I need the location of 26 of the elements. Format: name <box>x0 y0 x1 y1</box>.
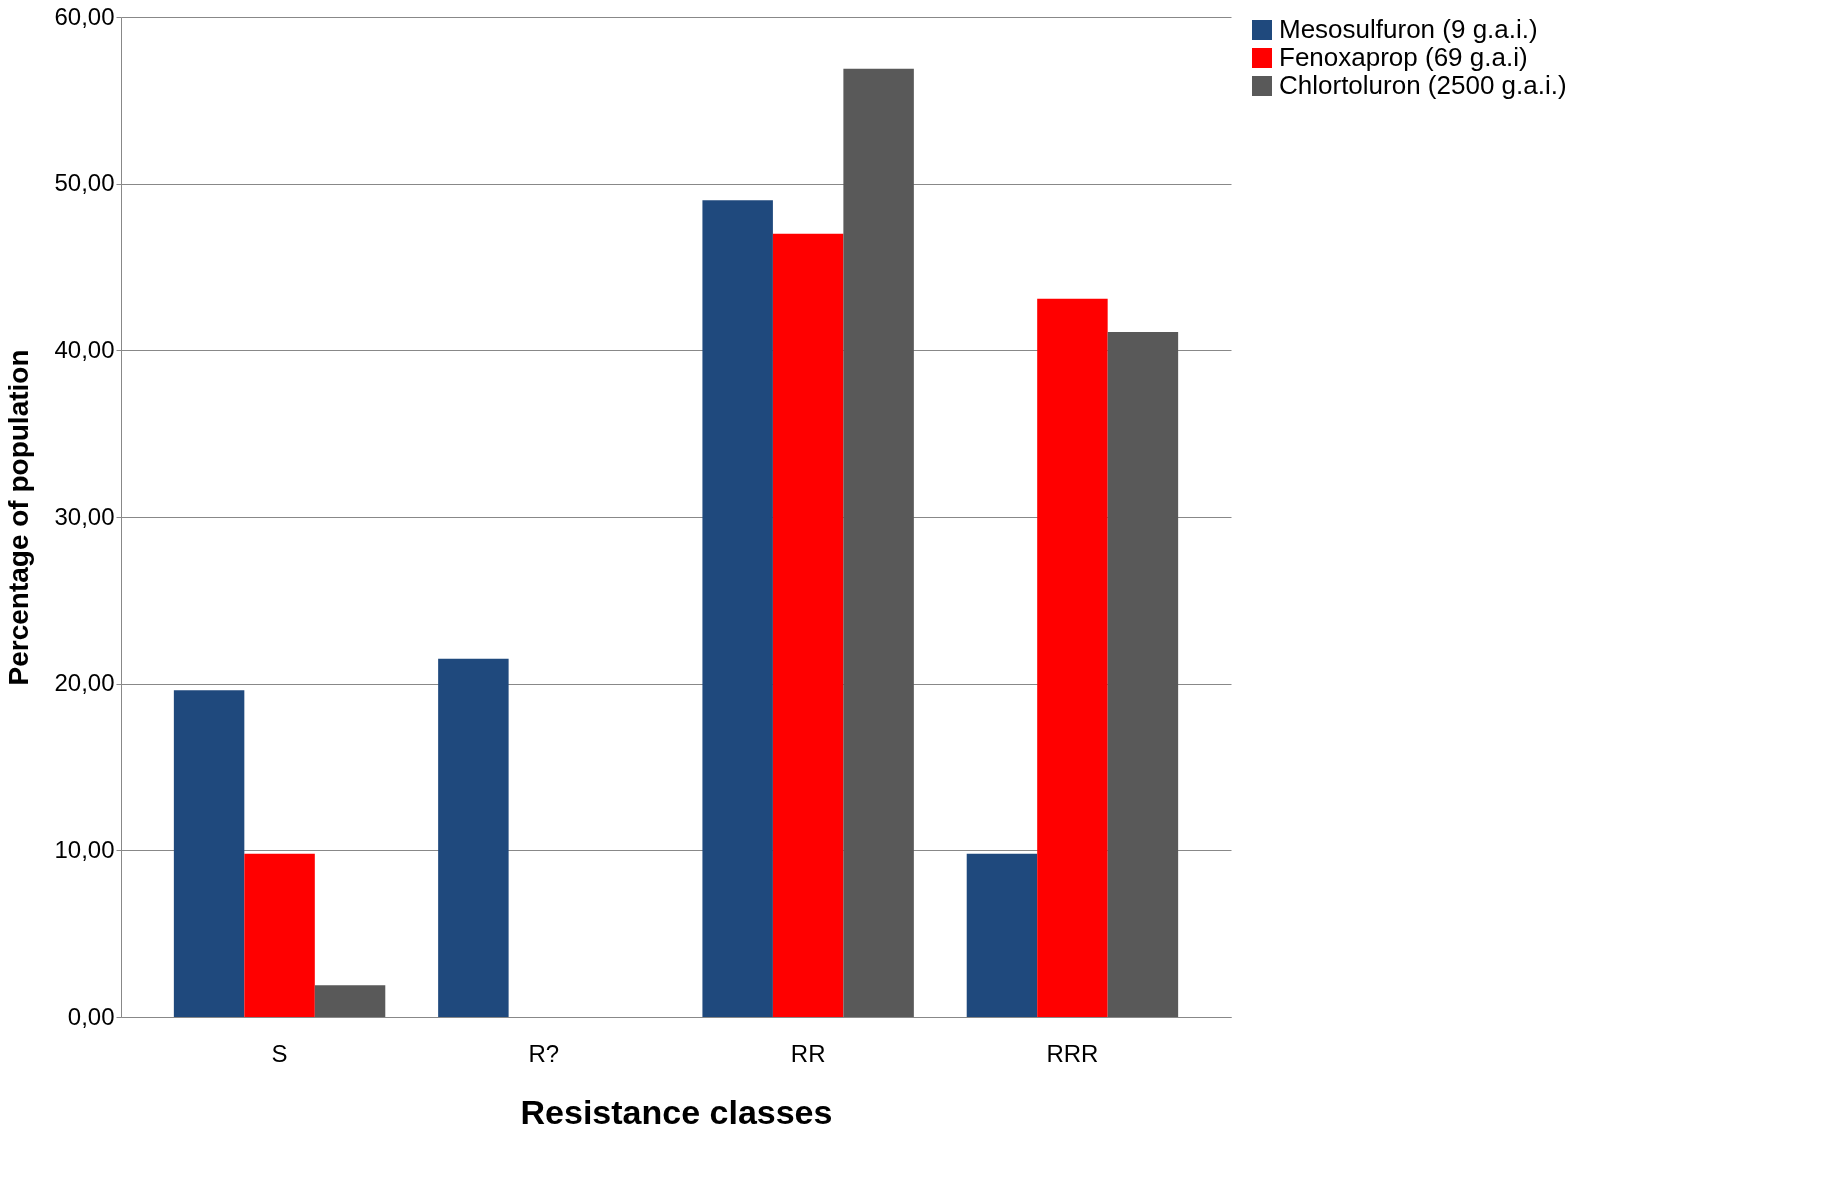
y-tick-label: 10,00 <box>54 835 115 863</box>
bar <box>1107 332 1179 1017</box>
x-axis-title: Resistance classes <box>520 1092 833 1131</box>
legend-label: Mesosulfuron (9 g.a.i.) <box>1279 14 1538 44</box>
bar <box>244 853 315 1017</box>
bar <box>173 690 245 1017</box>
x-tick-label: S <box>271 1039 288 1067</box>
bar <box>438 658 509 1017</box>
bar <box>314 985 386 1017</box>
legend-label: Chlortoluron (2500 g.a.i.) <box>1279 70 1567 100</box>
x-tick-label: RR <box>790 1039 826 1067</box>
x-tick-label: RRR <box>1046 1039 1099 1067</box>
bar <box>772 233 844 1017</box>
y-tick-label: 0,00 <box>67 1002 115 1030</box>
bar <box>702 200 773 1017</box>
y-tick-label: 60,00 <box>54 2 115 30</box>
bar <box>1037 298 1108 1017</box>
y-tick-label: 20,00 <box>54 669 115 697</box>
bar <box>966 853 1038 1017</box>
y-axis-title: Percentage of population <box>3 349 35 686</box>
x-tick-label: R? <box>528 1039 560 1067</box>
bar <box>843 68 914 1017</box>
legend-label: Fenoxaprop (69 g.a.i) <box>1279 42 1528 72</box>
y-tick-label: 30,00 <box>54 502 115 530</box>
y-tick-label: 50,00 <box>54 169 115 197</box>
y-tick-label: 40,00 <box>54 335 115 363</box>
